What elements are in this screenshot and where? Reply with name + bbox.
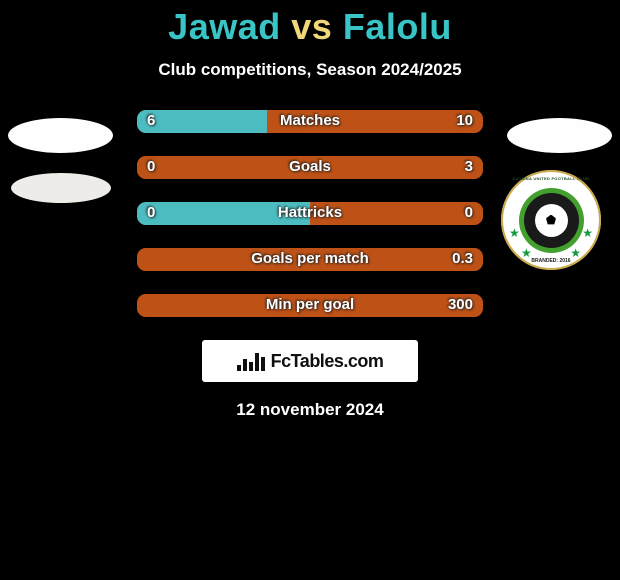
player2-name: Falolu — [343, 6, 452, 47]
subtitle: Club competitions, Season 2024/2025 — [0, 60, 620, 80]
stat-bar-row: Goals03 — [137, 156, 483, 179]
right-badge-area — [507, 118, 612, 173]
bar-segment-right — [310, 202, 483, 225]
infographic-container: Jawad vs Falolu Club competitions, Seaso… — [0, 0, 620, 450]
footer-date: 12 november 2024 — [0, 400, 620, 420]
stat-bar-row: Hattricks00 — [137, 202, 483, 225]
bar-segment-right — [137, 248, 483, 271]
bar-segment-right — [267, 110, 483, 133]
star-icon: ★ — [582, 226, 593, 240]
crest-bottom-text: BRANDED: 2016 — [501, 258, 601, 264]
star-icon: ★ — [509, 226, 520, 240]
bar-segment-right — [137, 156, 483, 179]
left-flag-placeholder — [8, 118, 113, 153]
club-crest: KATSINA UNITED FOOTBALL CLUB ★ ★ ★ ★ BRA… — [501, 170, 601, 270]
main-title: Jawad vs Falolu — [0, 0, 620, 48]
brand-badge[interactable]: FcTables.com — [202, 340, 418, 382]
left-badge-area — [8, 118, 113, 203]
comparison-bars: Matches610 Goals03 Hattricks00 Goals per ma… — [137, 110, 483, 317]
stat-bar-row: Min per goal300 — [137, 294, 483, 317]
right-flag-placeholder — [507, 118, 612, 153]
bar-chart-icon — [237, 351, 265, 371]
brand-text: FcTables.com — [271, 351, 384, 372]
bar-segment-left — [137, 202, 310, 225]
stat-bar-row: Matches610 — [137, 110, 483, 133]
player1-name: Jawad — [168, 6, 281, 47]
crest-top-text: KATSINA UNITED FOOTBALL CLUB — [501, 176, 601, 181]
soccer-ball-icon — [535, 204, 568, 237]
bar-segment-left — [137, 110, 267, 133]
vs-separator: vs — [291, 6, 332, 47]
stat-bar-row: Goals per match0.3 — [137, 248, 483, 271]
crest-ball-wrap — [524, 193, 579, 248]
bar-segment-right — [137, 294, 483, 317]
left-crest-placeholder — [11, 173, 111, 203]
